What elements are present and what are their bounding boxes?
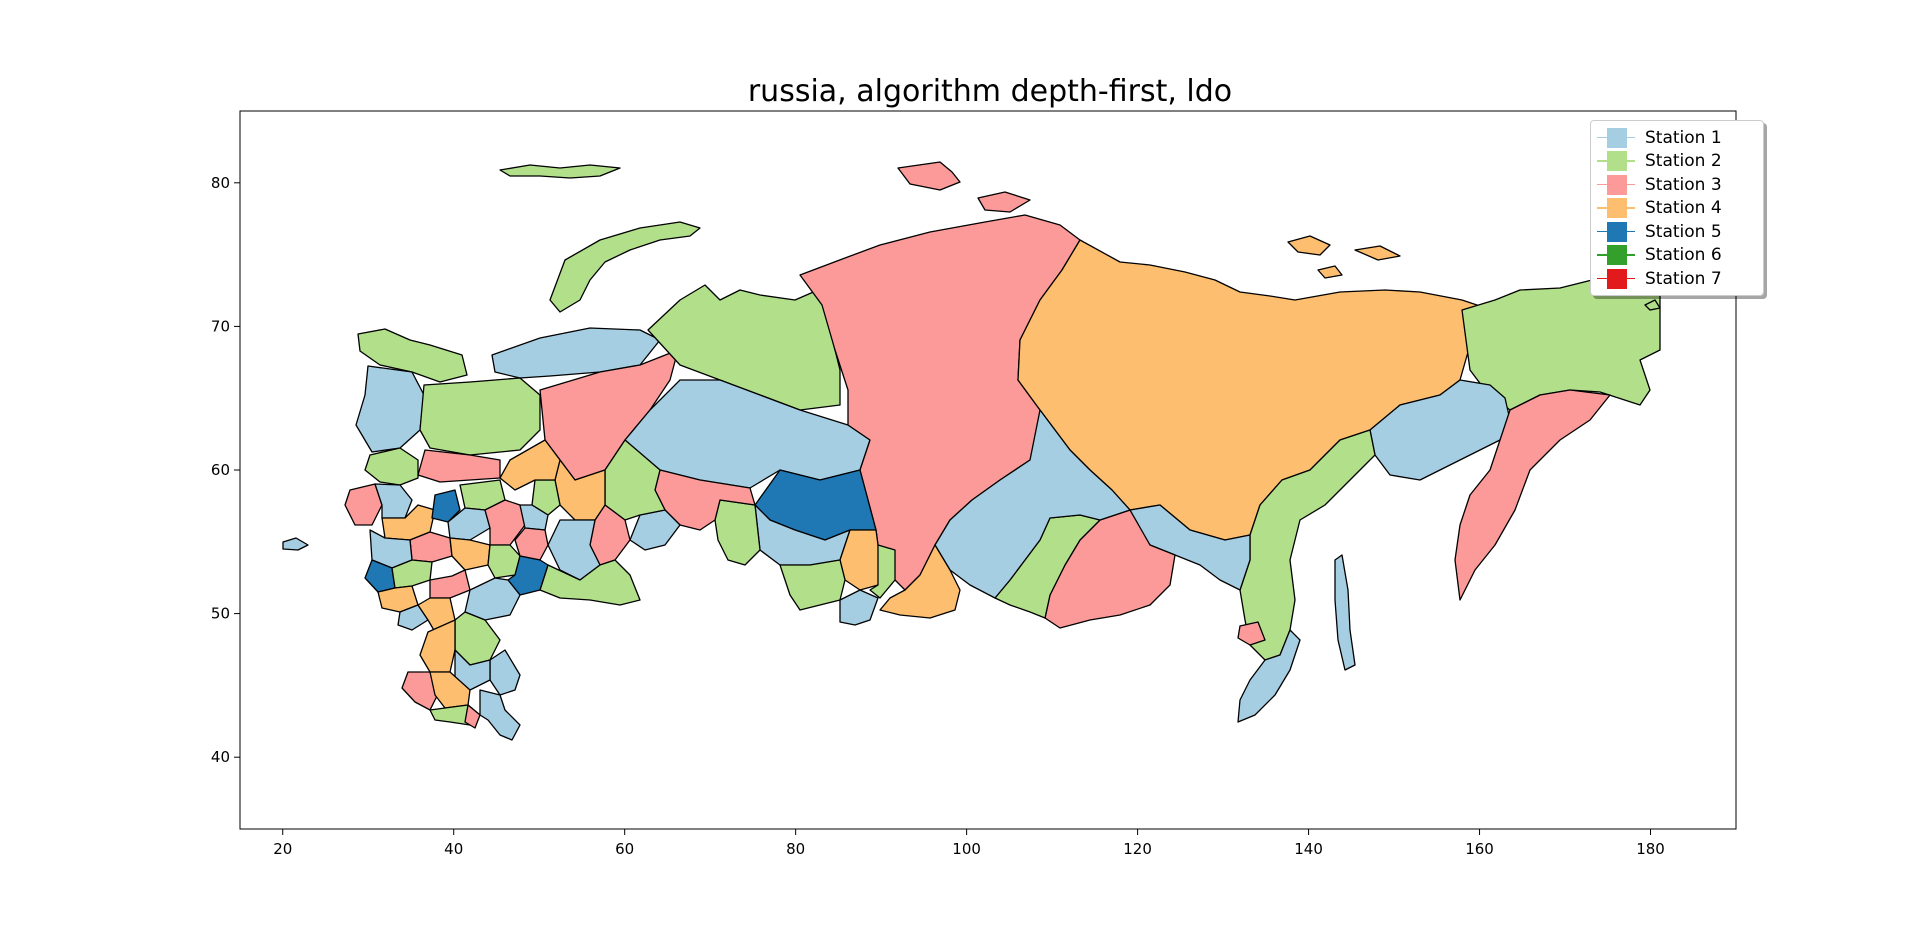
region-sakhalin: [1334, 554, 1356, 671]
x-tick-label: 160: [1465, 840, 1494, 858]
legend-swatch-station-5: [1597, 221, 1635, 243]
region-novaya-zemlya: [549, 221, 701, 313]
region-vologda: [417, 449, 501, 483]
region-primorsky: [1237, 629, 1301, 723]
x-tick-label: 120: [1123, 840, 1152, 858]
region-astrakhan: [489, 649, 521, 696]
legend-label-station-6: Station 6: [1645, 245, 1722, 266]
x-tick-label: 100: [952, 840, 981, 858]
region-altai-krai: [779, 559, 846, 611]
legend-entry-station-5: Station 5: [1597, 220, 1757, 244]
x-tick-label: 20: [273, 840, 292, 858]
legend-swatch-station-1: [1597, 127, 1635, 149]
region-wrangel: [1644, 299, 1661, 311]
region-kamchatka: [1454, 389, 1611, 601]
legend-entry-station-1: Station 1: [1597, 126, 1757, 150]
legend-entry-station-2: Station 2: [1597, 150, 1757, 174]
legend-label-station-5: Station 5: [1645, 221, 1722, 242]
y-tick-label: 70: [211, 317, 230, 335]
map-title: russia, algorithm depth-first, ldo: [747, 74, 1233, 109]
legend-entry-station-3: Station 3: [1597, 173, 1757, 197]
legend-label-station-7: Station 7: [1645, 268, 1722, 289]
y-tick-label: 60: [211, 461, 230, 479]
region-murmansk: [357, 328, 468, 383]
legend-label-station-4: Station 4: [1645, 198, 1722, 219]
region-novgorod: [374, 483, 413, 519]
region-saratov: [464, 577, 521, 621]
legend-swatch-station-7: [1597, 268, 1635, 290]
y-tick-label: 80: [211, 174, 230, 192]
region-severnaya-zemlya: [897, 161, 1031, 213]
region-franz-josef: [499, 164, 621, 179]
region-yaroslavl: [431, 489, 461, 523]
region-irkutsk: [934, 409, 1131, 599]
region-nizhny: [484, 499, 526, 546]
region-arkhangelsk: [419, 377, 541, 456]
region-layer: [282, 161, 1661, 741]
region-tambov: [429, 569, 471, 599]
region-new-siberian: [1287, 235, 1401, 279]
legend-swatch-station-6: [1597, 244, 1635, 266]
region-khabarovsk: [1239, 429, 1376, 661]
region-jewish-ao: [1237, 621, 1266, 646]
legend-label-station-1: Station 1: [1645, 127, 1722, 148]
legend-swatch-station-4: [1597, 197, 1635, 219]
x-tick-label: 180: [1636, 840, 1665, 858]
legend-entry-station-4: Station 4: [1597, 197, 1757, 221]
region-omsk: [714, 499, 761, 566]
legend: Station 1 Station 2 Station 3 Station 4 …: [1590, 120, 1764, 296]
region-dagestan: [479, 689, 521, 741]
x-axis-ticks: 20 40 60 80 100 120 140 160 180: [273, 829, 1665, 858]
y-axis-ticks: 40 50 60 70 80: [211, 174, 240, 766]
legend-entry-station-6: Station 6: [1597, 244, 1757, 268]
region-kirov: [499, 439, 561, 491]
x-tick-label: 60: [615, 840, 634, 858]
x-tick-label: 140: [1294, 840, 1323, 858]
region-ryazan: [449, 537, 491, 571]
y-tick-label: 40: [211, 748, 230, 766]
x-tick-label: 40: [444, 840, 463, 858]
region-rostov: [419, 619, 456, 673]
legend-label-station-3: Station 3: [1645, 174, 1722, 195]
x-tick-label: 80: [786, 840, 805, 858]
region-belgorod: [397, 604, 429, 631]
region-mari: [519, 504, 549, 531]
legend-entry-station-7: Station 7: [1597, 267, 1757, 291]
region-altai-rep: [839, 589, 879, 626]
region-khakassia: [869, 544, 896, 599]
legend-swatch-station-2: [1597, 150, 1635, 172]
region-leningrad: [364, 447, 419, 486]
legend-label-station-2: Station 2: [1645, 151, 1722, 172]
region-orenburg: [539, 559, 641, 606]
y-tick-label: 50: [211, 605, 230, 623]
legend-swatch-station-3: [1597, 174, 1635, 196]
region-samara: [507, 555, 549, 596]
region-tuva: [879, 544, 961, 619]
region-kaliningrad: [282, 537, 309, 551]
region-karelia: [355, 365, 425, 453]
region-chechnya: [464, 704, 481, 729]
